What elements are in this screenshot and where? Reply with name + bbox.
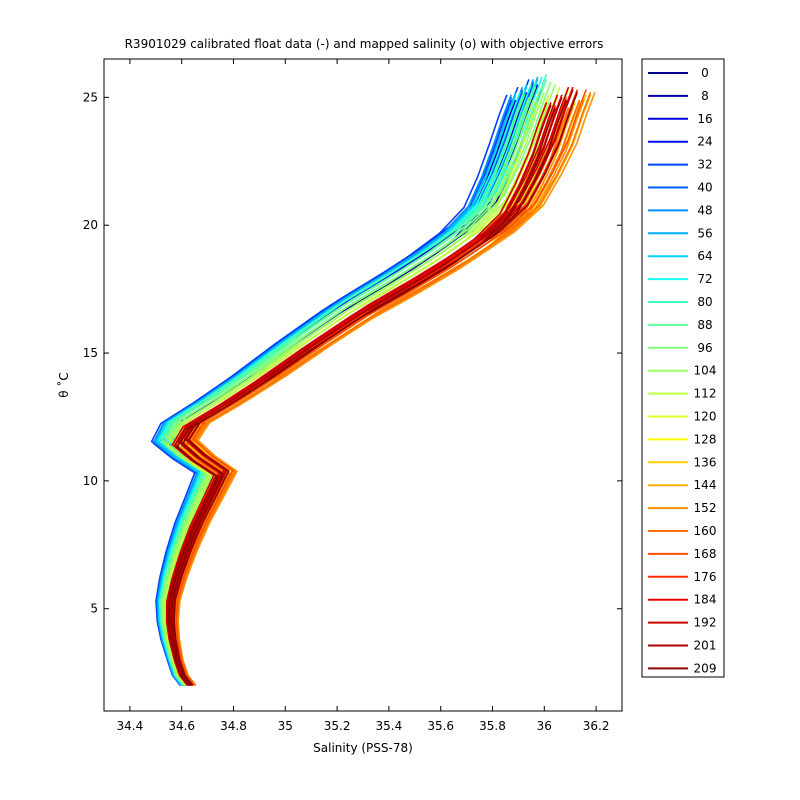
y-tick-label: 25 <box>83 90 98 104</box>
legend-label: 104 <box>694 364 717 378</box>
legend-label: 24 <box>697 135 712 149</box>
profile-line-64 <box>155 94 517 686</box>
legend-label: 96 <box>697 341 712 355</box>
legend-label: 56 <box>697 226 712 240</box>
x-tick-label: 34.6 <box>168 719 195 733</box>
legend-label: 72 <box>697 272 712 286</box>
profile-line-160 <box>176 91 592 686</box>
x-tick-label: 35.6 <box>427 719 454 733</box>
profile-line-48 <box>153 94 513 686</box>
profile-lines <box>150 74 596 686</box>
legend-label: 120 <box>694 410 717 424</box>
legend-label: 112 <box>694 387 717 401</box>
x-tick-label: 36.2 <box>583 719 610 733</box>
legend-label: 40 <box>697 181 712 195</box>
legend-label: 144 <box>694 478 717 492</box>
profile-line-72 <box>157 91 521 686</box>
legend: 0 8 16 24 32 40 48 56 64 72 80 88 96 104 112 120 128 136 1… <box>641 58 725 678</box>
legend-label: 201 <box>694 639 717 653</box>
x-axis-label: Salinity (PSS-78) <box>313 741 413 755</box>
profile-line-152 <box>177 91 596 686</box>
legend-label: 64 <box>697 249 712 263</box>
y-axis-label: θ ˚C <box>56 372 71 398</box>
plot-area <box>103 58 623 712</box>
legend-box <box>641 58 725 678</box>
legend-label: 32 <box>697 158 712 172</box>
x-tick-label: 34.4 <box>117 719 144 733</box>
x-tick-label: 34.8 <box>220 719 247 733</box>
legend-label: 88 <box>697 318 712 332</box>
y-tick-label: 20 <box>83 218 98 232</box>
x-tick-label: 35.4 <box>376 719 403 733</box>
y-tick-label: 15 <box>83 346 98 360</box>
profile-line-201 <box>166 104 552 686</box>
profile-line-32 <box>150 94 508 686</box>
profile-line-96 <box>161 97 530 686</box>
chart-title: R3901029 calibrated float data (-) and m… <box>125 37 604 51</box>
plot-frame <box>103 58 623 712</box>
profile-line-192 <box>165 102 548 686</box>
x-tick-label: 36 <box>537 719 552 733</box>
profile-line-104 <box>162 99 535 686</box>
x-tick-label: 35 <box>278 719 293 733</box>
legend-label: 184 <box>694 593 717 607</box>
legend-label: 16 <box>697 112 712 126</box>
profile-line-209 <box>173 91 579 686</box>
profile-line-112 <box>163 102 539 686</box>
legend-label: 209 <box>694 661 717 675</box>
legend-label: 136 <box>694 455 717 469</box>
profile-line-168 <box>175 89 587 686</box>
y-tick-label: 10 <box>83 474 98 488</box>
y-axis-ticks: 5 10 15 20 25 <box>83 90 622 616</box>
x-tick-label: 35.8 <box>479 719 506 733</box>
legend-label: 152 <box>694 501 717 515</box>
profile-line-88 <box>159 94 526 686</box>
legend-label: 176 <box>694 570 717 584</box>
legend-label: 48 <box>697 203 712 217</box>
legend-label: 168 <box>694 547 717 561</box>
legend-label: 80 <box>697 295 712 309</box>
y-tick-label: 5 <box>90 602 98 616</box>
x-axis-ticks: 34.4 34.6 34.8 35 35.2 35.4 35.6 35.8 36 36.2 <box>117 59 610 733</box>
legend-label: 128 <box>694 432 717 446</box>
profile-line-209 <box>167 107 557 686</box>
legend-label: 192 <box>694 616 717 630</box>
x-tick-label: 35.2 <box>324 719 351 733</box>
legend-label: 8 <box>701 89 709 103</box>
legend-label: 160 <box>694 524 717 538</box>
profile-line-209 <box>170 99 568 686</box>
legend-label: 0 <box>701 66 709 80</box>
